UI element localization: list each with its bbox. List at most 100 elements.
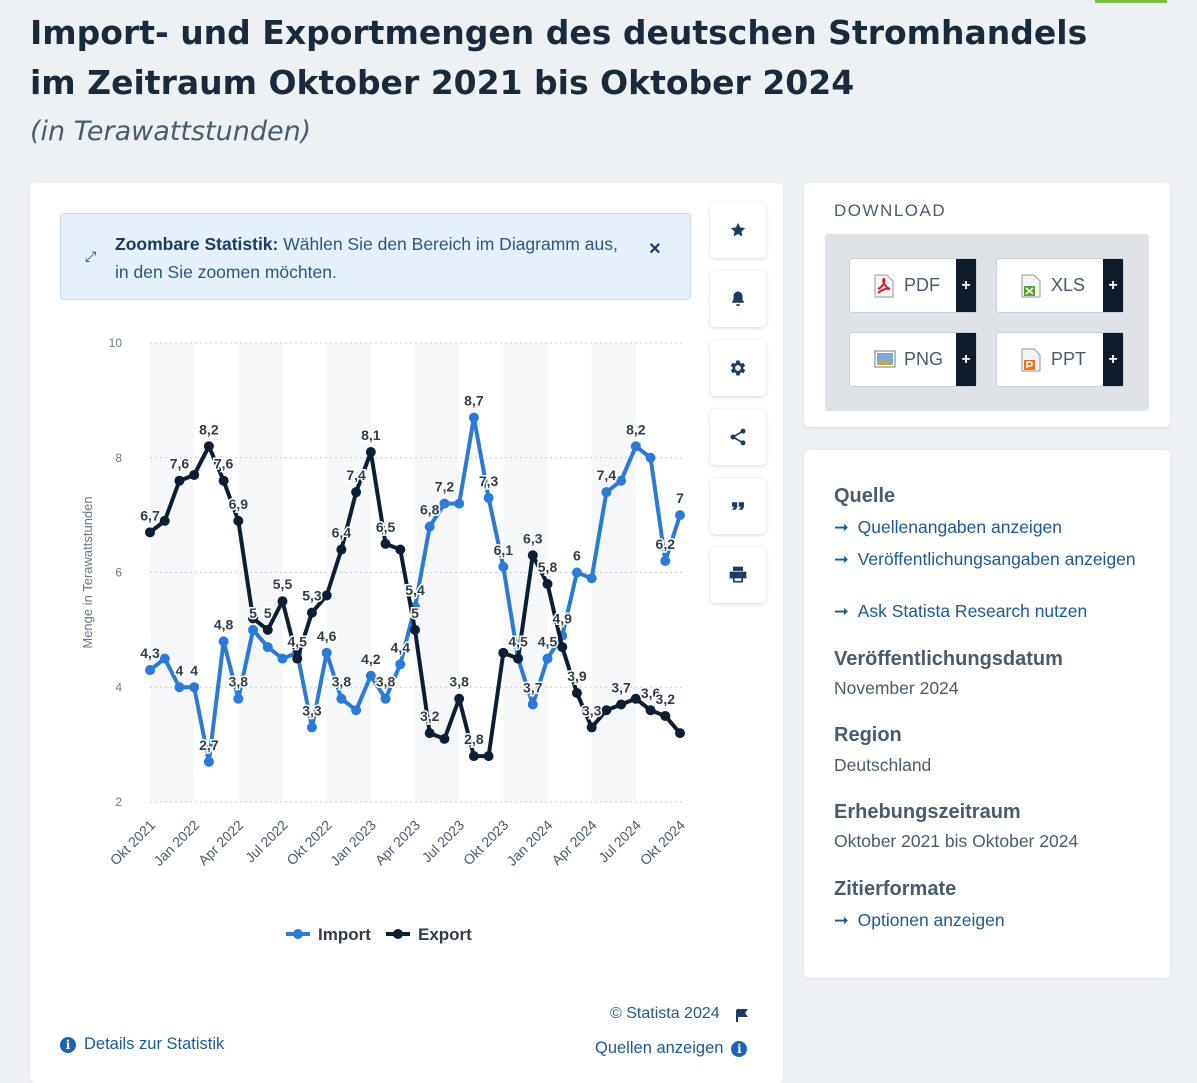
export-data-label: 6,7 xyxy=(140,507,160,523)
import-data-label: 3,3 xyxy=(302,702,322,718)
ppt-file-icon xyxy=(1021,348,1041,372)
import-data-point xyxy=(145,665,155,676)
copyright-text: © Statista 2024 xyxy=(610,1005,720,1022)
bell-icon xyxy=(732,291,744,307)
export-data-point xyxy=(498,647,509,658)
cite-options-link[interactable]: ➞ Optionen anzeigen xyxy=(834,909,1154,932)
x-tick-label: Jan 2024 xyxy=(504,817,556,869)
zoom-notice-body: Wählen Sie den Bereich im Diagramm aus, … xyxy=(115,234,618,282)
download-png-button[interactable]: PNG + xyxy=(849,332,977,387)
period-value: Oktober 2021 bis Oktober 2024 xyxy=(834,831,1079,851)
notification-button[interactable] xyxy=(710,271,766,327)
zoom-notice-bold: Zoombare Statistik: xyxy=(115,234,279,254)
export-data-label: 5,5 xyxy=(273,576,293,592)
import-data-point xyxy=(645,452,656,463)
details-link[interactable]: i Details zur Statistik xyxy=(60,1035,224,1054)
import-data-point xyxy=(675,510,685,521)
x-tick-label: Okt 2023 xyxy=(460,817,512,869)
import-data-label: 2,7 xyxy=(199,737,219,753)
import-data-point xyxy=(159,653,170,664)
import-data-point xyxy=(439,498,450,509)
import-data-label: 3,8 xyxy=(229,674,249,690)
xls-file-icon xyxy=(1021,274,1041,298)
export-data-label: 7,6 xyxy=(170,456,190,472)
png-file-icon xyxy=(874,350,896,368)
settings-button[interactable] xyxy=(710,340,766,396)
arrow-icon: ➞ xyxy=(834,517,849,537)
import-data-label: 5,4 xyxy=(405,582,425,598)
pdf-file-icon xyxy=(874,274,894,298)
source-link[interactable]: ➞ Quellenangaben anzeigen xyxy=(834,516,1154,539)
import-data-point xyxy=(542,653,553,664)
share-icon xyxy=(730,428,746,446)
export-data-label: 8,2 xyxy=(199,421,219,437)
cite-title: Zitierformate xyxy=(834,878,957,900)
top-accent-bar xyxy=(1095,0,1167,3)
research-link-label: Ask Statista Research nutzen xyxy=(857,601,1088,621)
plus-icon[interactable]: + xyxy=(1103,259,1123,312)
close-icon[interactable]: × xyxy=(649,238,661,260)
chart-panel: ⤢ Zoombare Statistik: Wählen Sie den Ber… xyxy=(30,183,783,1083)
export-data-point xyxy=(557,642,568,653)
import-data-point xyxy=(365,670,376,681)
export-data-point xyxy=(454,693,465,704)
page-title: Import- und Exportmengen des deutschen S… xyxy=(30,13,1088,102)
import-data-point xyxy=(454,498,465,509)
export-data-point xyxy=(351,487,362,498)
research-link[interactable]: ➞ Ask Statista Research nutzen xyxy=(834,600,1154,623)
publication-link[interactable]: ➞ Veröffentlichungsangaben anzeigen xyxy=(834,548,1154,571)
import-data-label: 4,3 xyxy=(140,645,160,661)
favorite-button[interactable] xyxy=(710,202,766,258)
export-data-label: 3,2 xyxy=(420,708,440,724)
import-data-point xyxy=(306,722,317,733)
plus-icon[interactable]: + xyxy=(956,259,976,312)
import-data-point xyxy=(277,653,288,664)
import-data-label: 4 xyxy=(176,662,184,678)
export-data-point xyxy=(675,728,685,739)
download-pdf-button[interactable]: PDF + xyxy=(849,258,977,313)
import-data-point xyxy=(660,556,671,567)
gear-icon xyxy=(730,360,746,376)
export-data-point xyxy=(410,624,420,635)
import-data-label: 6,1 xyxy=(494,542,514,558)
export-data-point xyxy=(660,710,671,721)
export-data-point xyxy=(395,544,406,555)
export-data-point xyxy=(159,515,170,526)
export-data-label: 7,6 xyxy=(214,456,234,472)
share-button[interactable] xyxy=(710,409,766,465)
info-icon: i xyxy=(731,1040,748,1057)
export-data-label: 6,9 xyxy=(229,496,249,512)
quote-icon xyxy=(732,502,744,510)
export-data-point xyxy=(424,728,435,739)
download-heading: DOWNLOAD xyxy=(834,201,947,220)
plus-icon[interactable]: + xyxy=(956,333,976,386)
export-data-point xyxy=(306,607,317,618)
sources-link-label: Quellen anzeigen xyxy=(595,1039,724,1057)
cite-button[interactable] xyxy=(710,478,766,534)
import-data-label: 4,8 xyxy=(214,616,234,632)
import-data-label: 6,2 xyxy=(656,536,676,552)
export-data-label: 3,3 xyxy=(582,702,602,718)
export-data-point xyxy=(645,705,656,716)
export-data-point xyxy=(262,624,273,635)
x-tick-label: Apr 2022 xyxy=(195,817,247,869)
download-xls-button[interactable]: XLS + xyxy=(996,258,1124,313)
flag-icon[interactable] xyxy=(736,1009,748,1023)
print-button[interactable] xyxy=(710,547,766,603)
source-title: Quelle xyxy=(834,485,896,507)
download-ppt-button[interactable]: PPT + xyxy=(996,332,1124,387)
import-data-point xyxy=(248,624,259,635)
import-legend-marker xyxy=(293,929,303,939)
plus-icon[interactable]: + xyxy=(1103,333,1123,386)
import-data-point xyxy=(424,521,435,532)
x-tick-label: Jan 2023 xyxy=(327,817,379,869)
export-data-point xyxy=(527,550,538,561)
period-title: Erhebungszeitraum xyxy=(834,801,1021,823)
sources-link[interactable]: Quellen anzeigen i xyxy=(595,1039,748,1058)
export-data-point xyxy=(601,705,612,716)
import-data-point xyxy=(571,567,582,578)
import-data-point xyxy=(203,756,214,767)
info-icon: i xyxy=(60,1036,76,1053)
import-data-label: 7,2 xyxy=(435,479,455,495)
